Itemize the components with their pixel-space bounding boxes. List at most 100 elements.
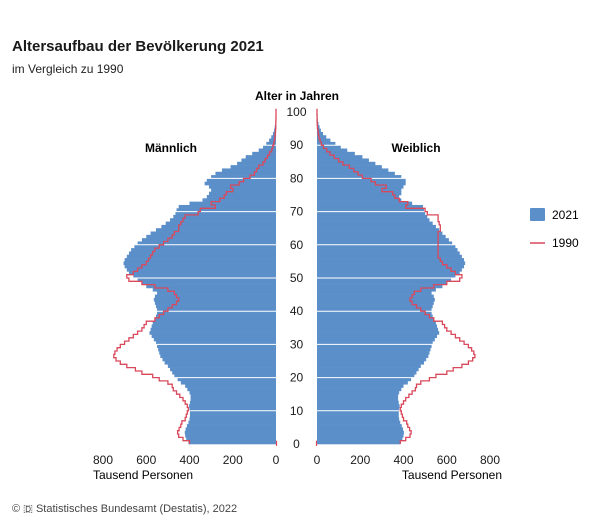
bar-male-age-71 <box>178 204 276 209</box>
bar-male-age-33 <box>149 331 276 335</box>
bar-female-age-59 <box>317 244 456 249</box>
chart-subtitle: im Vergleich zu 1990 <box>12 62 124 76</box>
grid-lines <box>99 111 494 412</box>
bar-male-age-72 <box>189 201 276 206</box>
left-group-label: Männlich <box>145 141 197 155</box>
bar-female-age-48 <box>317 281 447 285</box>
bar-female-age-17 <box>317 384 404 388</box>
bar-female-age-94 <box>317 128 321 133</box>
x-tick-left-400: 400 <box>179 453 199 467</box>
bar-female-age-81 <box>317 171 395 176</box>
bar-female-age-72 <box>317 201 413 206</box>
age-tick-70: 70 <box>290 205 304 219</box>
bar-male-age-17 <box>185 384 276 388</box>
bar-female-age-24 <box>317 361 425 365</box>
bar-female-age-10 <box>317 407 400 412</box>
bar-female-age-71 <box>317 204 423 209</box>
bar-female-age-80 <box>317 175 402 179</box>
bar-female-age-89 <box>317 145 341 149</box>
right-group-label: Weiblich <box>391 141 440 155</box>
bar-female-age-25 <box>317 357 427 362</box>
bar-female-age-14 <box>317 394 399 398</box>
bar-male-age-70 <box>176 208 276 212</box>
bar-male-age-68 <box>173 214 276 219</box>
bar-male-age-22 <box>170 367 276 372</box>
bar-female-age-92 <box>317 135 327 139</box>
bar-male-age-32 <box>151 334 276 339</box>
bar-male-age-75 <box>208 191 276 196</box>
bar-male-age-39 <box>157 311 276 315</box>
bar-male-age-57 <box>128 251 276 256</box>
female-bars <box>317 112 466 445</box>
bar-female-age-11 <box>317 404 400 408</box>
bar-female-age-18 <box>317 380 408 385</box>
bar-female-age-30 <box>317 341 433 345</box>
bar-male-age-52 <box>126 268 276 272</box>
bar-male-age-40 <box>157 307 276 312</box>
bar-female-age-1 <box>317 437 403 441</box>
bar-male-age-90 <box>266 141 276 146</box>
x-tick-right-600: 600 <box>437 453 457 467</box>
bar-female-age-93 <box>317 131 324 136</box>
bar-female-age-13 <box>317 397 399 402</box>
bar-male-age-88 <box>258 148 276 153</box>
bar-male-age-14 <box>190 394 276 398</box>
bar-male-age-92 <box>271 135 276 139</box>
bar-female-age-87 <box>317 151 355 156</box>
bar-male-age-42 <box>154 301 276 305</box>
age-tick-labels: 0 10 20 30 40 50 60 70 80 90 100 <box>286 105 306 451</box>
bar-male-age-64 <box>155 228 276 232</box>
bar-male-age-79 <box>206 178 276 183</box>
bar-male-age-93 <box>272 131 276 136</box>
age-tick-100: 100 <box>286 105 306 119</box>
bar-male-age-2 <box>185 434 276 438</box>
bar-male-age-45 <box>157 291 276 295</box>
female-1990-line <box>316 108 476 444</box>
bar-male-age-67 <box>170 218 276 222</box>
bar-male-age-26 <box>160 354 276 358</box>
bar-male-age-53 <box>124 264 276 269</box>
x-tick-left-0: 0 <box>273 453 280 467</box>
bar-male-age-29 <box>157 344 276 349</box>
bar-female-age-67 <box>317 218 430 222</box>
bar-male-age-31 <box>153 337 276 342</box>
bar-female-age-7 <box>317 417 400 422</box>
bar-female-age-0 <box>317 440 401 445</box>
bar-male-age-7 <box>189 417 276 422</box>
bar-female-age-2 <box>317 434 404 438</box>
bar-male-age-35 <box>151 324 276 329</box>
bar-female-age-66 <box>317 221 433 226</box>
bar-female-age-73 <box>317 198 402 202</box>
male-bars <box>123 112 276 445</box>
bar-male-age-12 <box>189 400 276 405</box>
bar-male-age-46 <box>152 287 276 292</box>
x-tick-right-400: 400 <box>393 453 413 467</box>
bar-female-age-63 <box>317 231 443 236</box>
bar-female-age-86 <box>317 155 363 159</box>
bar-male-age-5 <box>186 424 276 428</box>
bar-male-age-62 <box>146 234 276 239</box>
bar-male-age-77 <box>208 185 276 189</box>
bar-female-age-21 <box>317 370 417 375</box>
bar-male-age-15 <box>189 390 276 395</box>
bar-female-age-37 <box>317 317 434 322</box>
bar-male-age-9 <box>189 410 276 415</box>
bar-female-age-69 <box>317 211 426 216</box>
bar-female-age-19 <box>317 377 412 382</box>
bar-male-age-54 <box>123 261 276 266</box>
source-text: © 🇩 Statistisches Bundesamt (Destatis), … <box>12 503 238 515</box>
bar-male-age-4 <box>185 427 276 432</box>
bar-female-age-70 <box>317 208 425 212</box>
bar-female-age-22 <box>317 367 419 372</box>
bar-female-age-78 <box>317 181 406 186</box>
bar-male-age-61 <box>141 238 276 242</box>
bar-male-age-0 <box>188 440 276 445</box>
bar-male-age-28 <box>158 347 276 352</box>
bar-male-age-16 <box>187 387 276 392</box>
chart-title: Altersaufbau der Bevölkerung 2021 <box>12 38 264 55</box>
bar-female-age-5 <box>317 424 402 428</box>
bar-female-age-4 <box>317 427 404 432</box>
bar-female-age-6 <box>317 420 401 425</box>
legend: 2021 1990 <box>530 208 579 250</box>
bar-female-age-20 <box>317 374 415 378</box>
